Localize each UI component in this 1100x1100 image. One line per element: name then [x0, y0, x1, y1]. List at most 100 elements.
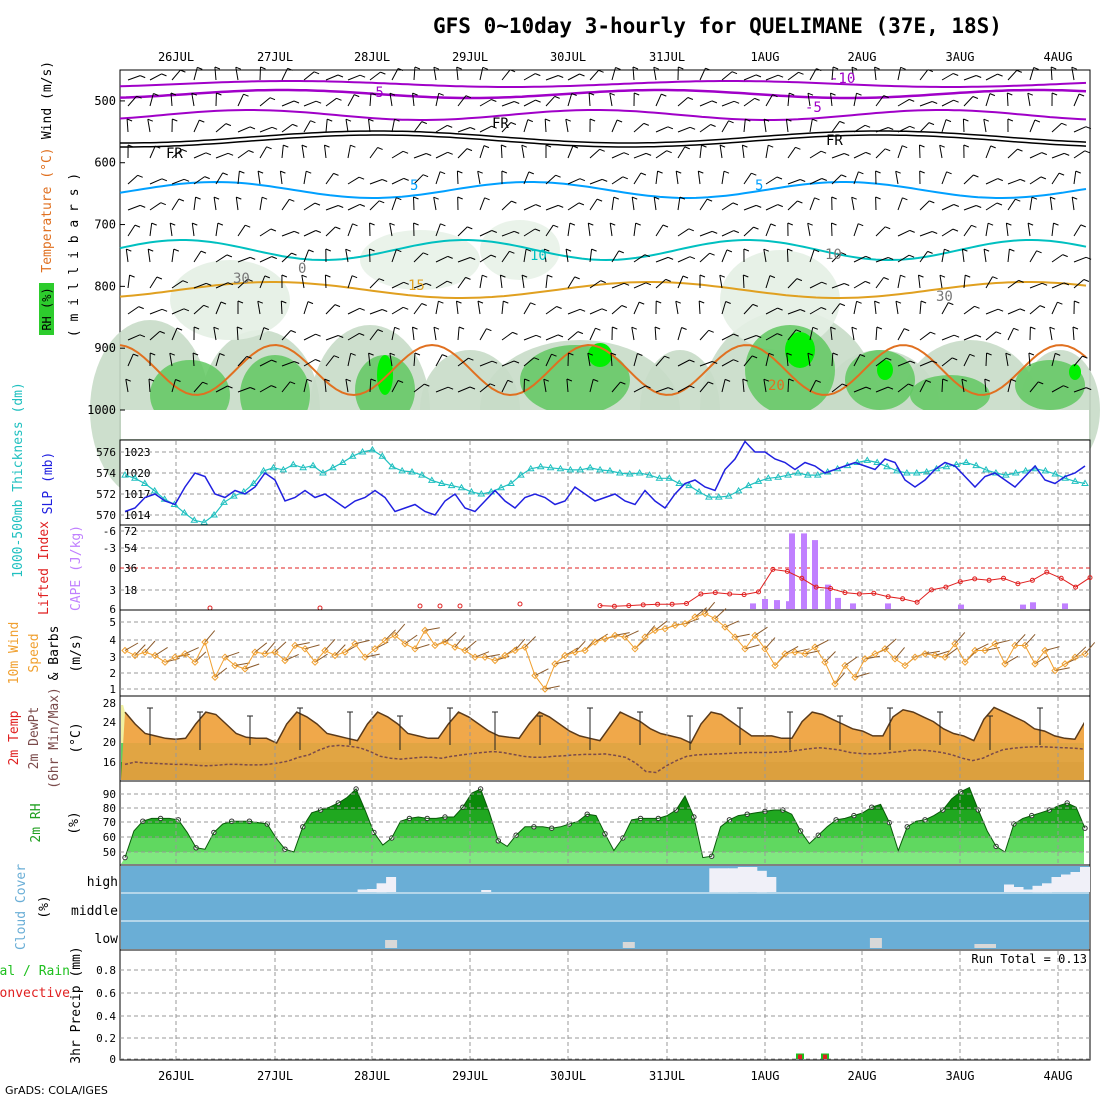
- wind-barb-flag: [456, 66, 462, 70]
- wind-barb-flag: [510, 122, 517, 125]
- wind-barb: [391, 68, 399, 81]
- wind-barb: [345, 249, 349, 263]
- wind-barb: [457, 148, 468, 159]
- wind-barb: [743, 226, 754, 237]
- wind-barb-flag: [421, 121, 427, 125]
- wind-barb: [1051, 223, 1054, 237]
- wind-barb-flag: [939, 274, 946, 278]
- wind-point: [851, 673, 859, 681]
- wind-barb-flag: [183, 308, 190, 312]
- wind-barb: [235, 197, 239, 211]
- wind-barb: [369, 309, 383, 315]
- wind-barb: [345, 119, 349, 133]
- wind-barb-small: [834, 672, 846, 685]
- wind-barb: [435, 354, 443, 367]
- wind-barb: [325, 226, 336, 237]
- precip-tick: 0.6: [96, 987, 116, 1000]
- wind-barb: [1029, 67, 1035, 81]
- wind-barb-flag: [412, 92, 418, 96]
- wind-barb: [477, 301, 481, 315]
- wind-barb: [435, 93, 440, 107]
- wind-barb: [127, 224, 136, 237]
- wind-barb: [809, 119, 813, 133]
- wind-barb-flag: [156, 276, 163, 280]
- wind-barb: [567, 308, 581, 315]
- wind-barb-flag: [200, 250, 207, 254]
- wind-barb-flag: [482, 274, 488, 278]
- wind-barb: [193, 67, 198, 81]
- wind-barb-flag: [602, 178, 608, 182]
- wind-barb: [191, 223, 195, 237]
- contour-line: [119, 180, 1087, 199]
- wind-barb-flag: [997, 73, 1003, 77]
- rh-shade-bright: [377, 355, 393, 395]
- wind-barb: [259, 385, 272, 393]
- wind-barb: [479, 145, 485, 159]
- wind-barb-small: [1084, 642, 1096, 655]
- wind-barb: [369, 147, 379, 159]
- wind-barb: [765, 145, 769, 159]
- wind-barb-flag: [733, 333, 739, 337]
- wind-barb: [787, 179, 801, 185]
- wind-barb-flag: [885, 148, 891, 152]
- wind-barb-flag: [280, 170, 286, 174]
- wind-point: [661, 624, 669, 633]
- temp-unit-label: (°C): [69, 722, 84, 753]
- wind-barb: [127, 95, 137, 107]
- wind-barb: [895, 301, 899, 315]
- wind-barb-flag: [596, 198, 603, 202]
- wind-barb-small: [224, 651, 240, 658]
- wind-barb-flag: [796, 278, 803, 282]
- wind-barb-flag: [1074, 300, 1080, 304]
- thickness-point: [289, 460, 298, 468]
- wind-barb: [765, 307, 778, 315]
- wind-barb: [325, 97, 337, 107]
- li-tick: -3: [103, 542, 116, 555]
- wind-barb: [501, 101, 515, 107]
- wind-barb-small: [624, 630, 639, 638]
- contour-label: FR: [492, 116, 509, 132]
- wind-barb: [565, 119, 569, 133]
- wind-barb-flag: [503, 300, 509, 304]
- wind-barb-flag: [620, 381, 626, 385]
- wind-barb-small: [1004, 655, 1019, 665]
- wind-barb: [433, 197, 437, 211]
- wind-barb-flag: [1034, 119, 1041, 123]
- wind-barb: [632, 66, 635, 81]
- wind-barb: [809, 178, 823, 185]
- wind-barb-flag: [1085, 126, 1092, 130]
- wind-barb-flag: [257, 300, 263, 304]
- wind-barb: [301, 275, 305, 289]
- wind-barb: [611, 305, 623, 315]
- wind-barb-flag: [859, 354, 866, 357]
- wind-barb-flag: [150, 352, 156, 356]
- wind-barb-flag: [1033, 67, 1039, 70]
- wind-barb-flag: [865, 386, 872, 390]
- wind-barb-flag: [725, 301, 731, 304]
- wind-barb-flag: [969, 353, 975, 357]
- wind-barb-small: [854, 672, 870, 678]
- wind-barb: [941, 249, 945, 263]
- wind-barb-flag: [397, 68, 404, 71]
- wind-barb: [985, 308, 999, 315]
- wind-barb-flag: [752, 303, 758, 307]
- temp-panel: 28 24 20 16: [103, 695, 1091, 782]
- wind-barb: [875, 277, 885, 289]
- wind-barb-flag: [832, 66, 839, 70]
- wind-barb: [611, 119, 618, 133]
- thickness-point: [180, 508, 189, 516]
- wind-tick: 5: [109, 616, 116, 629]
- wind-axis-label: Wind (m/s): [40, 61, 55, 139]
- wind-point: [561, 651, 569, 660]
- wind-barb-flag: [421, 303, 427, 306]
- wind-barb-flag: [1036, 250, 1042, 254]
- wind-barb: [543, 379, 547, 393]
- wind-barb-flag: [601, 308, 608, 312]
- wind-barb: [567, 331, 579, 341]
- wind-barb: [479, 275, 483, 289]
- slp-tick: 1014: [124, 509, 151, 522]
- wind-barb: [171, 178, 185, 185]
- wind-barb-flag: [161, 308, 168, 312]
- wind-barb-flag: [306, 170, 312, 174]
- wind-barb-small: [684, 618, 700, 625]
